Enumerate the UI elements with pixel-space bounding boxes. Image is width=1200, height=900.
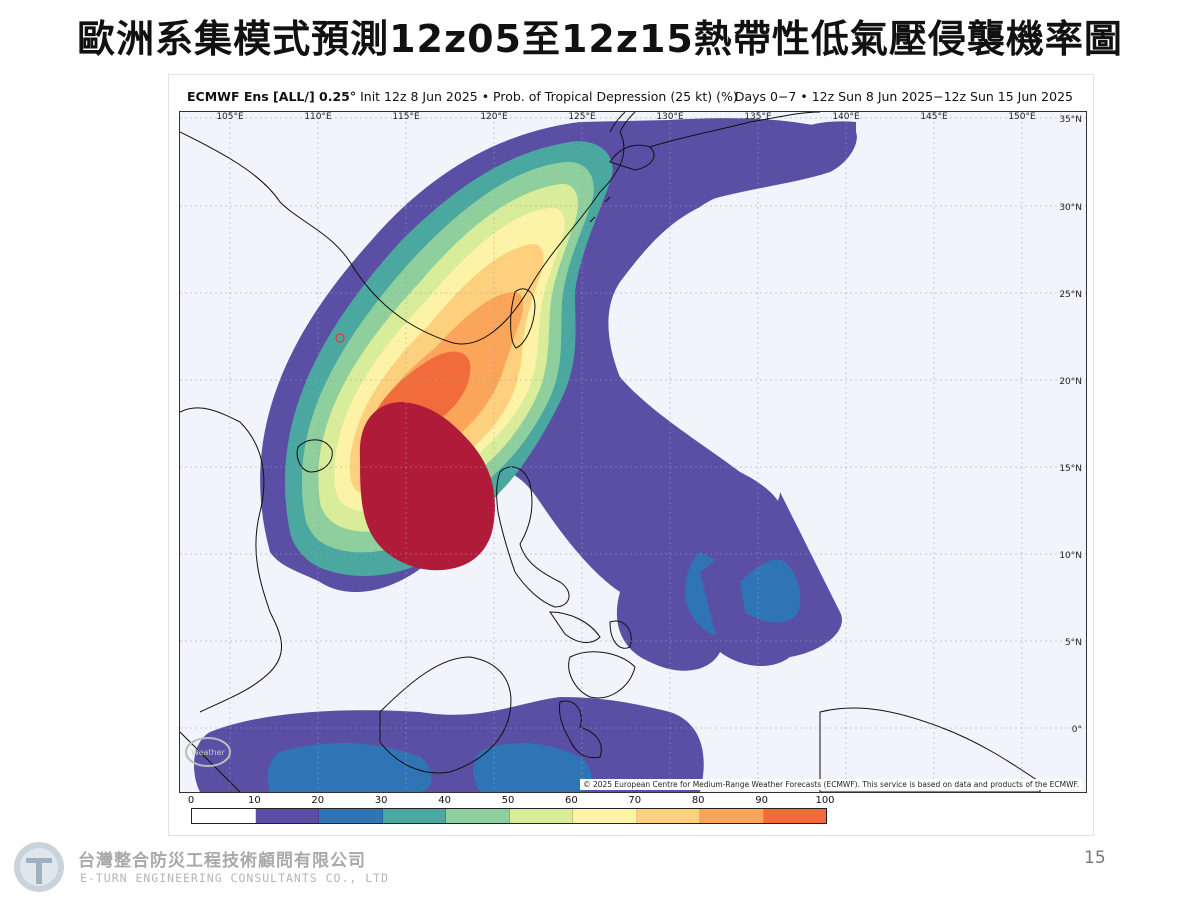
figure-header-period: Days 0−7 • 12z Sun 8 Jun 2025−12z Sun 15… (734, 89, 1073, 104)
lon-label: 150°E (1008, 112, 1036, 122)
lon-label: 140°E (832, 112, 860, 122)
prob-band-10-east (610, 121, 857, 272)
coastlines (180, 112, 1041, 792)
lon-label: 145°E (920, 112, 948, 122)
colorbar-tick: 60 (565, 795, 578, 806)
colorbar-segment (446, 809, 510, 823)
colorbar-bar (191, 808, 827, 824)
figure-header-left: ECMWF Ens [ALL/] 0.25° Init 12z 8 Jun 20… (187, 89, 738, 104)
lon-label: 115°E (392, 112, 420, 122)
lat-label: 10°N (1059, 551, 1082, 561)
lat-label: 15°N (1059, 464, 1082, 474)
colorbar-segment (700, 809, 764, 823)
colorbar-tick: 100 (815, 795, 835, 806)
east-tail-20 (740, 559, 801, 623)
coast-mindanao (568, 651, 636, 699)
colorbar-segment (255, 809, 319, 823)
lon-label: 135°E (744, 112, 772, 122)
colorbar-tick: 0 (187, 795, 195, 806)
probability-map: 105°E 110°E 115°E 120°E 125°E 130°E 135°… (179, 111, 1087, 793)
coast-borneo (379, 656, 512, 774)
colorbar-tick: 20 (311, 795, 325, 806)
colorbar-segment (382, 809, 446, 823)
lon-label: 105°E (216, 112, 244, 122)
graticule (180, 112, 1086, 792)
figure-header: ECMWF Ens [ALL/] 0.25° Init 12z 8 Jun 20… (181, 89, 1081, 109)
coast-korea (609, 112, 626, 133)
figure-header-desc: Init 12z 8 Jun 2025 • Prob. of Tropical … (356, 89, 738, 104)
colorbar-ticks: 0 10 20 30 40 50 60 70 80 90 100 (187, 795, 841, 807)
map-canvas: 105°E 110°E 115°E 120°E 125°E 130°E 135°… (180, 112, 1086, 792)
lon-label: 120°E (480, 112, 508, 122)
lon-label: 125°E (568, 112, 596, 122)
coast-newguinea (819, 707, 1041, 792)
longitude-labels: 105°E 110°E 115°E 120°E 125°E 130°E 135°… (216, 112, 1036, 122)
prob-band-100 (359, 402, 496, 571)
lat-label: 30°N (1059, 203, 1082, 213)
lon-label: 110°E (304, 112, 332, 122)
page-number: 15 (1084, 848, 1106, 868)
colorbar-segment (192, 809, 256, 823)
lat-label: 35°N (1059, 115, 1082, 125)
forecast-figure: ECMWF Ens [ALL/] 0.25° Init 12z 8 Jun 20… (168, 74, 1094, 836)
colorbar-segment (763, 809, 826, 823)
lat-label: 20°N (1059, 377, 1082, 387)
weather-watermark: Weather (185, 737, 231, 767)
model-name: ECMWF Ens [ALL/] 0.25° (187, 89, 357, 104)
lon-label: 130°E (656, 112, 684, 122)
colorbar-tick: 40 (438, 795, 451, 806)
coast-taiwan (510, 288, 536, 349)
coast-ryukyu (589, 196, 611, 223)
coast-sumatra (180, 731, 241, 792)
colorbar-tick: 10 (248, 795, 261, 806)
colorbar-segment (319, 809, 383, 823)
colorbar-tick: 30 (374, 795, 388, 806)
lat-label: 5°N (1065, 638, 1082, 648)
slide-title: 歐洲系集模式預測12z05至12z15熱帶性低氣壓侵襲機率圖 (77, 17, 1123, 61)
prob-band-equator-20 (267, 742, 592, 792)
colorbar-tick: 50 (501, 795, 515, 806)
colorbar-segment (509, 809, 573, 823)
coast-luzon (496, 466, 570, 608)
company-name: 台灣整合防災工程技術顧問有限公司 (78, 851, 366, 871)
lat-label: 0° (1072, 725, 1082, 735)
lat-label: 25°N (1059, 290, 1082, 300)
latitude-labels: 35°N 30°N 25°N 20°N 15°N 10°N 5°N 0° (1059, 115, 1082, 735)
colorbar-tick: 90 (755, 795, 768, 806)
coast-visayas (549, 611, 632, 649)
colorbar-segment (636, 809, 700, 823)
probability-shading (194, 118, 857, 792)
colorbar-legend: 0 10 20 30 40 50 60 70 80 90 100 (187, 795, 841, 825)
coast-hainan (296, 439, 333, 473)
coast-indochina (180, 407, 283, 713)
colorbar-segment (573, 809, 637, 823)
coast-japan-honshu (649, 112, 821, 148)
company-name-en: E-TURN ENGINEERING CONSULTANTS CO., LTD (80, 871, 390, 885)
coast-china (180, 112, 636, 345)
colorbar-tick: 80 (691, 795, 705, 806)
watermark-text: Weather (191, 748, 225, 757)
company-logo (14, 842, 64, 892)
watermark-swirl-icon (185, 737, 231, 767)
storm-marker (335, 333, 345, 343)
coast-sulawesi (559, 700, 602, 759)
copyright-notice: © 2025 European Centre for Medium-Range … (580, 779, 1082, 790)
colorbar-tick: 70 (628, 795, 642, 806)
